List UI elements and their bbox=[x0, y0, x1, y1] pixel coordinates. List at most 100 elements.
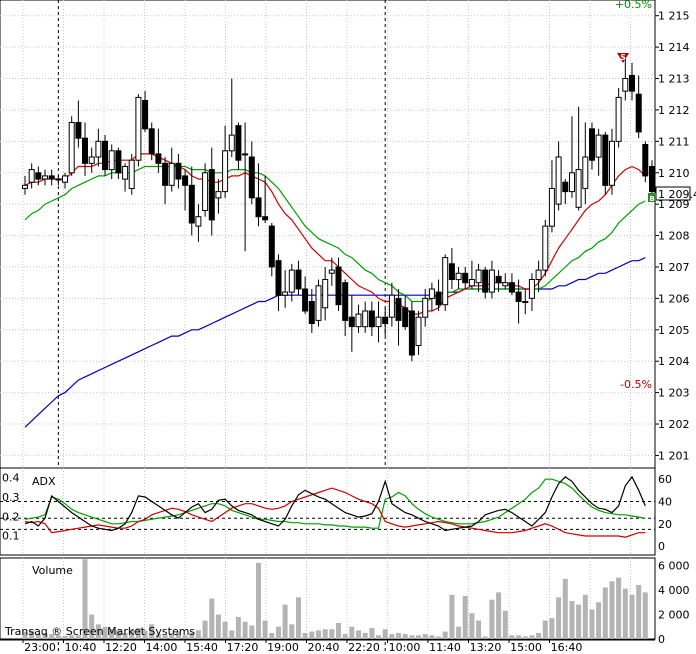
volume-bar bbox=[389, 634, 395, 639]
candle-down bbox=[182, 175, 189, 186]
volume-bar bbox=[169, 632, 175, 639]
volume-bar bbox=[209, 598, 215, 639]
time-tick-label: 20:40 bbox=[308, 641, 340, 654]
volume-bar bbox=[509, 635, 515, 639]
candle-up bbox=[222, 150, 229, 193]
moving-averages bbox=[24, 153, 646, 428]
adx-left-tick-label: 0.1 bbox=[2, 530, 20, 543]
volume-bar bbox=[129, 629, 135, 639]
candle-up bbox=[355, 313, 362, 328]
candle-up bbox=[528, 279, 535, 299]
volume-bar bbox=[356, 630, 361, 639]
volume-bar bbox=[502, 610, 508, 639]
adx-title: ADX bbox=[32, 475, 56, 488]
adx-panel: 0.4 0.3 0.2 0.1 60 40 20 0 bbox=[0, 467, 672, 556]
candle-up bbox=[609, 140, 615, 186]
candle-up bbox=[575, 169, 582, 208]
candle-down bbox=[348, 316, 355, 328]
volume-bar bbox=[642, 592, 648, 639]
candle-down bbox=[155, 153, 162, 164]
candle-up bbox=[88, 156, 95, 164]
upper-percent-label: +0.5% bbox=[615, 0, 652, 11]
volume-bar bbox=[522, 636, 528, 639]
candle-down bbox=[268, 225, 275, 268]
candle-down bbox=[302, 288, 309, 312]
candle-up bbox=[22, 184, 28, 189]
price-tick-label: 1 209 bbox=[658, 198, 690, 211]
candle-down bbox=[148, 128, 155, 155]
candle-down bbox=[35, 172, 42, 180]
candle-up bbox=[428, 288, 435, 299]
adx-green-line bbox=[24, 478, 646, 529]
volume-bar bbox=[496, 592, 502, 639]
candle-down bbox=[308, 301, 315, 324]
candle-down bbox=[342, 282, 349, 321]
candle-up bbox=[582, 156, 589, 189]
ma-blue-line bbox=[24, 257, 646, 428]
candle-down bbox=[495, 275, 502, 284]
price-tick-label: 1 208 bbox=[658, 230, 690, 243]
volume-bar bbox=[215, 614, 221, 639]
candle-up bbox=[488, 269, 495, 293]
volume-bar bbox=[489, 599, 495, 639]
candle-up bbox=[502, 282, 509, 287]
adx-right-tick-label: 0 bbox=[658, 540, 665, 553]
volume-bar bbox=[416, 635, 421, 639]
time-tick-label: 13:20 bbox=[470, 641, 502, 654]
time-tick-label: 16:40 bbox=[551, 641, 583, 654]
volume-bar bbox=[69, 635, 75, 639]
candle-up bbox=[195, 216, 202, 227]
price-tick-label: 1 205 bbox=[658, 324, 690, 337]
volume-bar bbox=[182, 635, 188, 639]
candle-down bbox=[382, 316, 389, 325]
candle-up bbox=[548, 188, 555, 227]
time-tick-label: 17:20 bbox=[227, 641, 259, 654]
candle-up bbox=[322, 279, 329, 309]
price-tick-label: 1 203 bbox=[658, 387, 690, 400]
volume-bar bbox=[622, 588, 628, 639]
candle-up bbox=[55, 178, 62, 181]
volume-bar bbox=[235, 616, 241, 639]
volume-bar bbox=[369, 628, 375, 639]
price-tick-label: 1 206 bbox=[658, 292, 690, 305]
volume-bar bbox=[476, 620, 482, 639]
volume-bar bbox=[149, 624, 155, 639]
volume-bar bbox=[382, 629, 388, 639]
candle-up bbox=[108, 150, 115, 171]
adx-left-tick-label: 0.2 bbox=[2, 510, 20, 523]
volume-bar bbox=[222, 621, 228, 639]
volume-bar bbox=[135, 628, 141, 639]
volume-bar bbox=[62, 635, 68, 639]
volume-bar bbox=[449, 594, 455, 639]
volume-bar bbox=[229, 630, 235, 639]
candle-up bbox=[522, 301, 529, 303]
volume-bar bbox=[462, 596, 468, 639]
ema-green-line bbox=[24, 165, 646, 303]
volume-bar bbox=[569, 601, 575, 639]
adx-right-tick-label: 40 bbox=[658, 495, 672, 508]
candle-up bbox=[475, 269, 482, 284]
volume-bar bbox=[529, 635, 535, 639]
volume-bar bbox=[195, 630, 201, 639]
volume-bar bbox=[49, 634, 55, 639]
volume-bar bbox=[309, 631, 315, 639]
candle-down bbox=[162, 162, 169, 186]
price-grid bbox=[0, 0, 656, 469]
price-tick-label: 1 215 bbox=[658, 10, 690, 23]
volume-bar bbox=[42, 632, 48, 639]
candle-down bbox=[48, 175, 55, 180]
volume-tick-label: 0 bbox=[658, 633, 665, 646]
volume-bar bbox=[556, 597, 562, 639]
sell-marker[interactable]: S bbox=[617, 53, 629, 63]
volume-panel: 6 000 4 000 2 000 0 bbox=[0, 557, 690, 646]
volume-bar bbox=[456, 626, 462, 639]
candle-up bbox=[615, 96, 622, 142]
price-panel-frame bbox=[0, 0, 656, 469]
candle-down bbox=[602, 134, 609, 186]
candle-down bbox=[275, 260, 282, 296]
volume-bar bbox=[89, 614, 95, 639]
volume-bar bbox=[269, 632, 275, 639]
volume-bar bbox=[342, 634, 348, 639]
time-tick-label: 15:00 bbox=[510, 641, 542, 654]
candlesticks bbox=[22, 56, 655, 362]
